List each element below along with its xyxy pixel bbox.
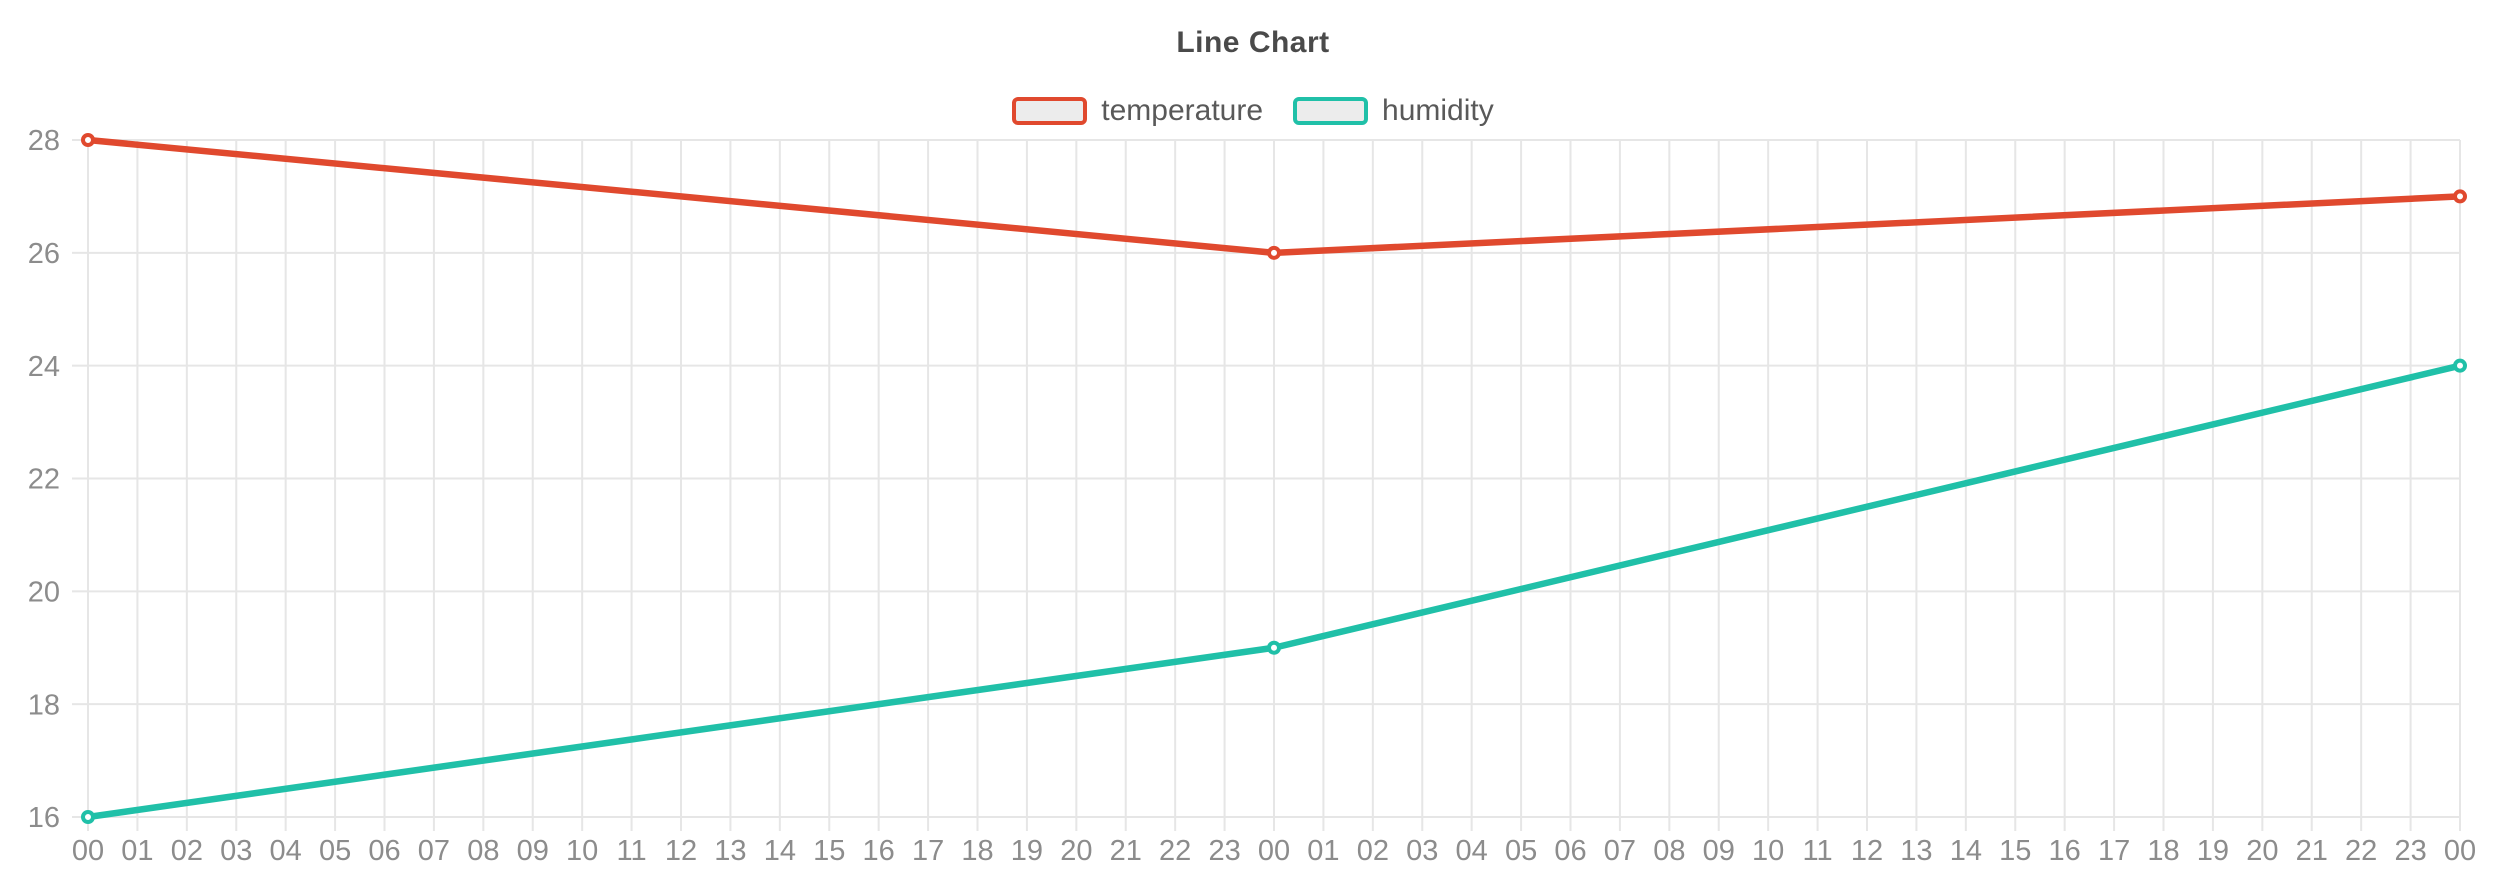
x-axis-label: 14 <box>1950 835 1982 867</box>
x-axis-label: 05 <box>319 835 351 867</box>
x-axis-label: 11 <box>1803 835 1833 867</box>
legend-swatch-humidity <box>1293 97 1369 125</box>
data-point-temperature <box>81 133 95 147</box>
x-axis-label: 10 <box>1752 835 1784 867</box>
y-axis-label: 18 <box>28 689 60 721</box>
x-axis-label: 03 <box>1406 835 1438 867</box>
legend-label: humidity <box>1382 94 1494 127</box>
x-axis-label: 12 <box>665 835 697 867</box>
x-axis-label: 22 <box>2345 835 2377 867</box>
chart-title: Line Chart <box>1176 26 1330 59</box>
x-axis-label: 07 <box>1604 835 1636 867</box>
x-axis-label: 04 <box>1456 835 1488 867</box>
x-axis-label: 09 <box>517 835 549 867</box>
x-axis-label: 07 <box>418 835 450 867</box>
data-point-humidity <box>1267 640 1281 655</box>
x-axis-label: 22 <box>1159 835 1191 867</box>
x-axis-label: 01 <box>1307 835 1339 867</box>
x-axis-label: 16 <box>863 835 895 867</box>
data-point-temperature <box>2453 189 2467 204</box>
y-axis-label: 22 <box>28 464 60 496</box>
x-axis-label: 16 <box>2049 835 2081 867</box>
legend-item-temperature[interactable]: temperature <box>1012 94 1263 128</box>
x-axis-label: 02 <box>1357 835 1389 867</box>
x-axis-label: 20 <box>2246 835 2278 867</box>
x-axis-label: 10 <box>566 835 598 867</box>
x-axis-label: 02 <box>171 835 203 867</box>
x-axis-label: 21 <box>2296 835 2328 867</box>
x-axis-label: 18 <box>2147 835 2179 867</box>
x-axis-label: 01 <box>121 835 153 867</box>
x-axis-label: 00 <box>72 835 104 867</box>
data-point-humidity <box>81 810 95 824</box>
chart-legend: temperature humidity <box>0 94 2506 128</box>
legend-label: temperature <box>1101 94 1264 127</box>
data-point-temperature <box>1267 245 1281 260</box>
x-axis-label: 03 <box>220 835 252 867</box>
x-axis-label: 17 <box>912 835 944 867</box>
x-axis-label: 04 <box>270 835 302 867</box>
legend-item-humidity[interactable]: humidity <box>1293 94 1494 128</box>
x-axis-label: 15 <box>813 835 845 867</box>
legend-swatch-temperature <box>1012 97 1088 125</box>
x-axis-label: 08 <box>1653 835 1685 867</box>
x-axis-label: 08 <box>467 835 499 867</box>
x-axis-label: 13 <box>1900 835 1932 867</box>
x-axis-label: 19 <box>1011 835 1043 867</box>
x-axis-label: 15 <box>1999 835 2031 867</box>
x-axis-label: 14 <box>764 835 796 867</box>
y-axis-label: 28 <box>28 125 60 157</box>
x-axis-label: 06 <box>1554 835 1586 867</box>
x-axis-label: 00 <box>2444 835 2476 867</box>
x-axis-label: 11 <box>617 835 647 867</box>
y-axis-label: 20 <box>28 576 60 608</box>
y-axis-label: 26 <box>28 238 60 270</box>
x-axis-label: 18 <box>961 835 993 867</box>
data-point-humidity <box>2453 358 2467 373</box>
y-axis-label: 24 <box>28 351 60 383</box>
x-axis-label: 20 <box>1060 835 1092 867</box>
x-axis-label: 09 <box>1703 835 1735 867</box>
x-axis-label: 00 <box>1258 835 1290 867</box>
x-axis-label: 17 <box>2098 835 2130 867</box>
y-axis-label: 16 <box>28 802 60 834</box>
x-axis-label: 23 <box>1208 835 1240 867</box>
x-axis-label: 19 <box>2197 835 2229 867</box>
x-axis-label: 21 <box>1110 835 1142 867</box>
x-axis-label: 12 <box>1851 835 1883 867</box>
x-axis-label: 13 <box>714 835 746 867</box>
x-axis-label: 05 <box>1505 835 1537 867</box>
x-axis-label: 23 <box>2394 835 2426 867</box>
x-axis-label: 06 <box>368 835 400 867</box>
